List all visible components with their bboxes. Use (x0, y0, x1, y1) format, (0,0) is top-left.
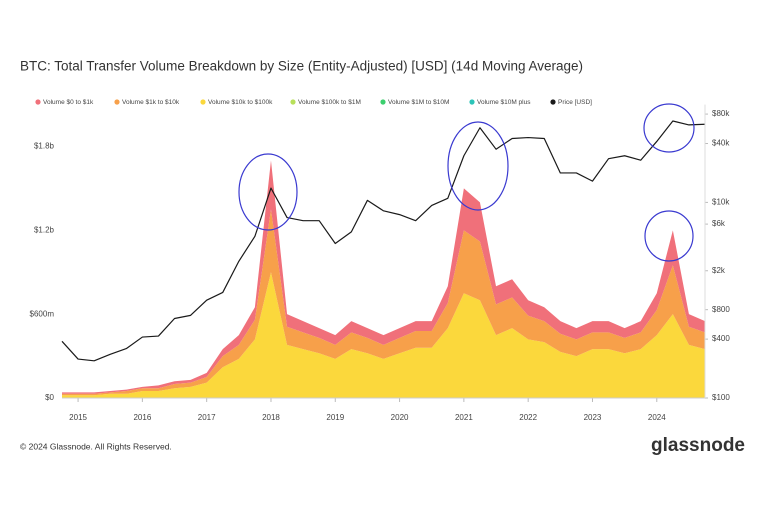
annotations (238, 103, 695, 262)
legend-swatch (550, 99, 556, 105)
y-tick-label: $1.8b (34, 142, 55, 151)
highlight-circle (447, 121, 509, 211)
y-tick-label: $600m (30, 309, 55, 318)
legend-label: Volume $100k to $1M (298, 99, 361, 106)
y2-tick-label: $2k (712, 266, 726, 275)
y2-tick-label: $800 (712, 305, 730, 314)
x-tick-label: 2016 (133, 413, 151, 422)
legend-swatch (380, 99, 386, 105)
x-tick-label: 2019 (326, 413, 344, 422)
legend-label: Price [USD] (558, 99, 592, 106)
x-tick-label: 2015 (69, 413, 87, 422)
legend-swatch (35, 99, 41, 105)
legend-label: Volume $1M to $10M (388, 99, 449, 106)
legend-swatch (200, 99, 206, 105)
y2-tick-label: $6k (712, 219, 726, 228)
legend-label: Volume $1k to $10k (122, 99, 180, 106)
y2-tick-label: $10k (712, 198, 730, 207)
stacked-area (62, 272, 705, 398)
x-tick-label: 2023 (584, 413, 602, 422)
y2-tick-label: $100 (712, 393, 730, 402)
price-line (61, 120, 706, 362)
x-tick-label: 2021 (455, 413, 473, 422)
x-tick-label: 2020 (391, 413, 409, 422)
brand-logo: glassnode (651, 435, 745, 456)
legend-label: Volume $10k to $100k (208, 99, 273, 106)
y-tick-label: $0 (45, 393, 54, 402)
legend-swatch (290, 99, 296, 105)
y2-tick-label: $40k (712, 139, 730, 148)
stacked-area (62, 209, 705, 396)
chart-title: BTC: Total Transfer Volume Breakdown by … (20, 59, 583, 74)
y2-tick-label: $400 (712, 334, 730, 343)
legend-swatch (114, 99, 120, 105)
y-tick-label: $1.2b (34, 225, 55, 234)
footer: © 2024 Glassnode. All Rights Reserved. (20, 441, 172, 451)
highlight-circle (643, 103, 695, 153)
x-tick-label: 2018 (262, 413, 280, 422)
x-tick-label: 2017 (198, 413, 216, 422)
highlight-circle (238, 153, 298, 231)
x-tick-label: 2022 (519, 413, 537, 422)
x-tick-label: 2024 (648, 413, 666, 422)
y2-tick-label: $80k (712, 109, 730, 118)
legend-swatch (469, 99, 475, 105)
highlight-circle (644, 210, 694, 262)
legend-label: Volume $0 to $1k (43, 99, 94, 106)
legend-label: Volume $10M plus (477, 99, 531, 106)
plot-area (61, 120, 706, 398)
